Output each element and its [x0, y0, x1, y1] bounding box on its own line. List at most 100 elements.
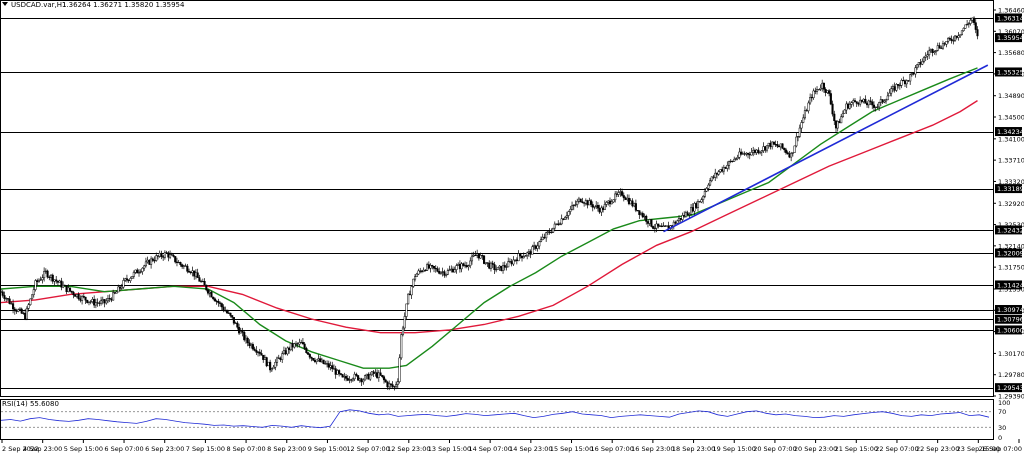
- candle-body: [576, 200, 579, 205]
- candle-body: [103, 299, 106, 304]
- candle-body: [624, 197, 627, 200]
- candle-body: [519, 253, 522, 257]
- candle-body: [526, 252, 529, 257]
- candle-body: [250, 344, 253, 346]
- candle-body: [141, 267, 144, 272]
- candle-body: [86, 299, 89, 303]
- candle-body: [781, 143, 784, 149]
- candle-body: [852, 100, 855, 103]
- candle-body: [238, 326, 241, 334]
- candle-body: [562, 218, 565, 220]
- candle-body: [257, 351, 260, 353]
- candle-body: [607, 200, 610, 203]
- candle-body: [365, 373, 368, 376]
- level-label: 1.33189: [997, 185, 1024, 193]
- candle-body: [194, 272, 197, 277]
- candle-body: [791, 152, 794, 154]
- time-tick-label: 6 Sep 07:00: [104, 445, 143, 453]
- candle-body: [43, 271, 46, 279]
- candle-body: [548, 231, 551, 233]
- level-label: 1.36314: [997, 14, 1024, 22]
- candle-body: [410, 286, 413, 296]
- candle-body: [600, 207, 603, 213]
- candle-body: [300, 342, 303, 344]
- chart-menu-arrow-icon[interactable]: [2, 2, 8, 6]
- candle-body: [369, 374, 372, 380]
- candle-body: [843, 109, 846, 114]
- candle-body: [646, 221, 650, 224]
- candle-body: [227, 312, 230, 314]
- candle-body: [860, 99, 863, 102]
- candle-body: [193, 270, 196, 277]
- candle-body: [67, 287, 70, 292]
- candle-body: [158, 252, 161, 257]
- candle-body: [664, 225, 667, 227]
- candle-body: [191, 270, 194, 273]
- price-tick-label: 1.29390: [998, 393, 1024, 401]
- candle-body: [886, 95, 889, 101]
- candle-body: [633, 203, 636, 207]
- candle-body: [645, 215, 648, 222]
- candle-body: [294, 343, 298, 345]
- candle-body: [377, 372, 380, 378]
- candle-body: [815, 89, 819, 92]
- candle-body: [924, 55, 927, 58]
- candle-body: [508, 261, 511, 263]
- candle-body: [964, 24, 967, 29]
- candle-body: [212, 296, 215, 300]
- candle-body: [898, 85, 901, 87]
- candle-body: [367, 373, 370, 380]
- candle-body: [878, 102, 881, 108]
- time-tick-label: 5 Sep 15:00: [64, 445, 103, 453]
- time-tick-label: 14 Sep 07:00: [468, 445, 511, 453]
- candle-body: [263, 357, 267, 360]
- candle-body: [857, 103, 860, 105]
- candle-body: [436, 268, 439, 272]
- candle-body: [841, 113, 844, 118]
- candle-body: [893, 86, 896, 91]
- candle-body: [372, 371, 375, 374]
- ohlc-readout: 1.36264 1.36271 1.35820 1.35954: [62, 1, 185, 9]
- candle-body: [331, 365, 334, 370]
- candle-body: [674, 221, 677, 224]
- candle-body: [125, 278, 128, 281]
- candle-body: [424, 269, 427, 271]
- candle-body: [275, 357, 279, 363]
- candle-body: [721, 169, 724, 172]
- trendline[interactable]: [663, 64, 989, 233]
- candle-body: [81, 296, 84, 301]
- level-label: 1.30600: [997, 326, 1024, 334]
- price-tick-label: 1.31750: [998, 264, 1024, 272]
- price-tick-label: 1.35680: [998, 49, 1024, 57]
- candle-body: [574, 204, 577, 206]
- candle-body: [96, 302, 99, 304]
- trendline-layer[interactable]: [663, 64, 989, 233]
- candle-body: [752, 150, 755, 153]
- candle-body: [797, 136, 800, 138]
- time-tick-label: 20 Sep 07:00: [753, 445, 796, 453]
- candle-body: [386, 381, 389, 388]
- level-label-box: [995, 67, 1022, 77]
- candle-body: [810, 97, 813, 99]
- candle-body: [74, 294, 77, 297]
- candle-body: [288, 347, 291, 351]
- candle-body: [200, 281, 203, 283]
- candle-body: [862, 98, 865, 102]
- candle-body: [101, 299, 104, 302]
- candle-body: [779, 143, 782, 148]
- candle-body: [902, 80, 905, 82]
- candle-body: [817, 89, 820, 91]
- candle-body: [803, 110, 807, 119]
- time-tick-label: 4 Sep 23:00: [23, 445, 62, 453]
- candle-body: [137, 272, 141, 274]
- time-tick-label: 18 Sep 23:00: [672, 445, 715, 453]
- candle-body: [558, 223, 562, 225]
- candle-body: [565, 215, 568, 218]
- candle-body: [916, 64, 919, 69]
- candle-body: [0, 291, 3, 293]
- time-tick-label: 6 Sep 23:00: [145, 445, 184, 453]
- candle-body: [34, 280, 37, 290]
- candle-body: [253, 348, 256, 351]
